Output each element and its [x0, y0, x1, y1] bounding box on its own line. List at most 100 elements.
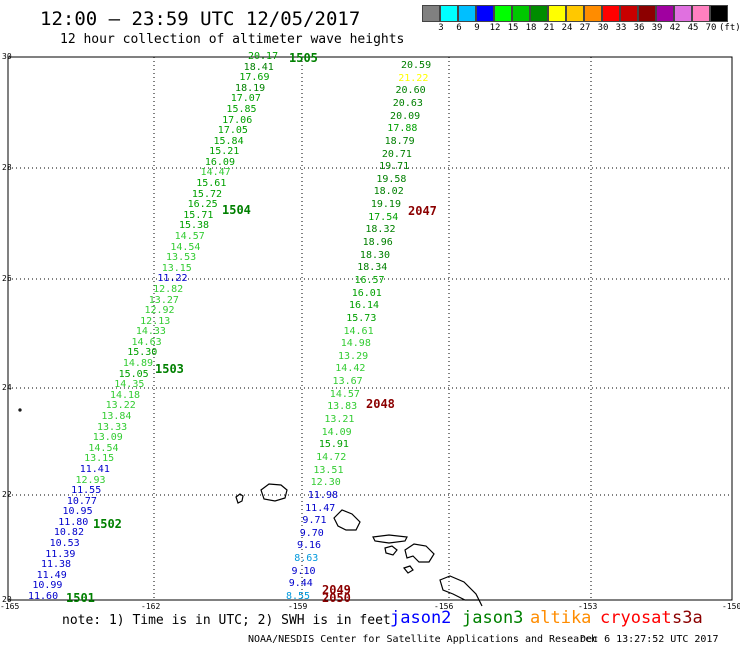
track-left-swh-value: 13.84 — [101, 411, 132, 422]
islet-dot — [18, 408, 22, 412]
orbit-number-label: 1503 — [155, 362, 184, 376]
track-right-swh-value: 14.42 — [335, 363, 366, 375]
track-left-swh-value: 14.47 — [200, 167, 231, 179]
track-left-swh-value: 11.55 — [71, 485, 102, 497]
track-left-swh-value: 18.41 — [243, 61, 274, 73]
track-left-swh-value: 17.69 — [239, 72, 270, 84]
track-right-swh-value: 18.32 — [365, 224, 396, 236]
track-left-swh-value: 15.84 — [213, 135, 244, 147]
track-right-swh-value: 18.34 — [357, 262, 388, 274]
orbit-number-label: 1502 — [93, 517, 122, 531]
track-right-swh-value: 14.98 — [340, 338, 371, 350]
orbit-number-label: 2047 — [408, 204, 437, 218]
scale-swatch — [494, 5, 512, 22]
track-left-swh-value: 12.13 — [140, 315, 171, 327]
track-right-swh-value: 13.51 — [313, 464, 344, 476]
track-left-swh-value: 11.49 — [36, 569, 67, 581]
orbit-number-label: 2048 — [366, 397, 395, 411]
scale-swatch — [530, 5, 548, 22]
track-right-swh-value: 14.72 — [316, 451, 347, 463]
lat-tick-label: 24 — [2, 383, 12, 392]
track-right-swh-value: 9.70 — [299, 527, 324, 539]
track-left-swh-value: 15.72 — [191, 188, 223, 200]
scale-swatch — [620, 5, 638, 22]
track-right-swh-value: 17.88 — [387, 123, 418, 135]
track-left-swh-value: 16.25 — [187, 199, 218, 211]
island-kahoolawe — [402, 565, 414, 574]
island-kauai — [260, 483, 288, 502]
track-right-swh-value: 12.30 — [310, 477, 341, 489]
track-right-swh-value: 15.91 — [318, 439, 349, 451]
track-left-swh-value: 10.53 — [49, 538, 80, 550]
scale-swatch — [440, 5, 458, 22]
track-left-swh-value: 14.54 — [88, 442, 119, 454]
track-left-swh-value: 13.09 — [92, 432, 123, 444]
track-left-swh-value: 13.15 — [84, 453, 115, 465]
orbit-number-label: 1504 — [222, 203, 251, 217]
lon-tick-label: -150 — [722, 602, 740, 611]
track-right-swh-value: 20.71 — [381, 148, 412, 160]
island-oahu — [333, 509, 361, 531]
track-right-swh-value: 20.60 — [395, 85, 426, 97]
track-right-swh-value: 19.71 — [379, 161, 410, 173]
lon-tick-label: -156 — [434, 602, 454, 611]
track-left-swh-value: 10.95 — [62, 506, 93, 518]
lon-tick-label: -153 — [578, 602, 598, 611]
track-right-swh-value: 13.83 — [327, 401, 358, 413]
page-subtitle: 12 hour collection of altimeter wave hei… — [60, 32, 405, 47]
track-right-swh-value: 9.16 — [296, 540, 322, 552]
track-left-swh-value: 11.22 — [157, 273, 188, 285]
lat-tick-label: 20 — [2, 595, 12, 604]
track-left-swh-value: 18.19 — [235, 82, 266, 94]
track-left-swh-value: 11.39 — [45, 548, 76, 560]
track-right-swh-value: 13.67 — [332, 376, 363, 388]
timestamp: Dec 6 13:27:52 UTC 2017 — [580, 634, 719, 645]
track-right-swh-value: 14.57 — [329, 388, 360, 400]
track-left-swh-value: 13.33 — [97, 421, 128, 433]
scale-label: 45 — [687, 23, 699, 33]
map-frame — [7, 56, 733, 601]
track-right-swh-value: 18.30 — [359, 249, 391, 261]
scale-swatch — [692, 5, 710, 22]
track-right-swh-value: 11.47 — [305, 502, 336, 514]
track-right-swh-value: 16.57 — [354, 274, 385, 286]
lat-tick-label: 30 — [2, 52, 12, 61]
track-left-swh-value: 15.30 — [127, 347, 158, 359]
legend-s3a: s3a — [672, 608, 703, 628]
track-left-swh-value: 16.09 — [204, 156, 235, 168]
track-right-swh-value: 20.63 — [392, 97, 423, 109]
track-left-swh-value: 10.99 — [32, 580, 63, 592]
hawaii-islands — [18, 408, 483, 607]
track-right-swh-value: 14.09 — [321, 426, 352, 438]
footnote: note: 1) Time is in UTC; 2) SWH is in fe… — [62, 613, 391, 628]
track-left-swh-value: 17.05 — [217, 125, 248, 137]
track-left-swh-value: 14.89 — [122, 358, 153, 370]
track-left-swh-value: 15.61 — [196, 178, 227, 190]
scale-swatch — [458, 5, 476, 22]
track-left-swh-value: 14.18 — [109, 389, 141, 401]
scale-label: 24 — [561, 23, 573, 33]
orbit-number-label: 1501 — [66, 591, 95, 605]
orbit-number-label: 2049 — [322, 583, 351, 597]
track-left-swh-value: 13.27 — [148, 294, 179, 306]
scale-swatch — [638, 5, 656, 22]
orbit-number-label: 1505 — [289, 51, 318, 65]
track-left-swh-value: 17.07 — [230, 93, 261, 105]
orbit-number-label: 2050 — [322, 591, 351, 605]
track-left-swh-value: 11.38 — [40, 559, 72, 571]
track-right-swh-value: 8.55 — [286, 591, 311, 602]
scale-label: 9 — [474, 23, 480, 33]
island-hawaii — [439, 575, 483, 607]
track-left-swh-value: 14.54 — [170, 241, 201, 253]
scale-label: 6 — [456, 23, 462, 33]
lon-tick-label: -162 — [141, 602, 161, 611]
scale-swatch — [476, 5, 494, 22]
scale-swatch — [548, 5, 566, 22]
track-left-swh-value: 11.41 — [79, 463, 110, 475]
track-left-swh-value: 15.38 — [178, 220, 210, 232]
track-right-swh-value: 16.01 — [351, 287, 382, 299]
track-right-swh-value: 18.02 — [373, 186, 404, 198]
track-right-swh-value: 9.71 — [302, 515, 327, 527]
scale-label: 30 — [597, 23, 609, 33]
